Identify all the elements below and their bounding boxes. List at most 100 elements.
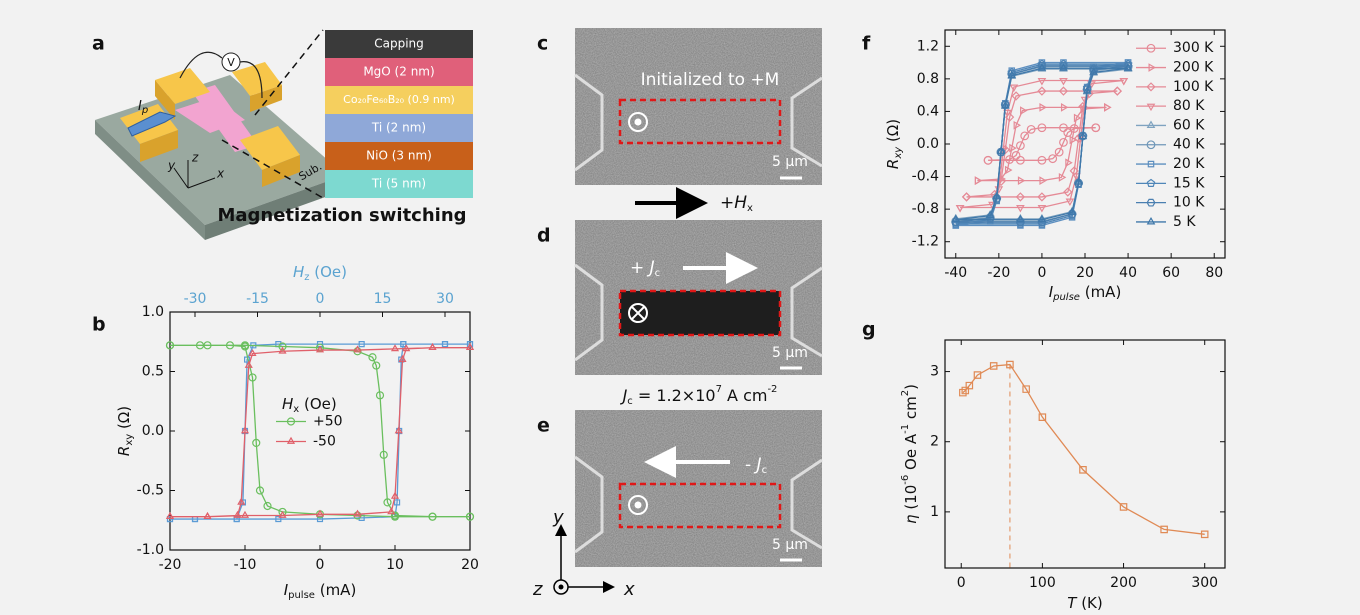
label-part: I	[284, 581, 289, 599]
micrograph-d: + Jc 5 μm	[574, 220, 823, 375]
data-point	[1069, 124, 1079, 133]
field-sign: +	[720, 193, 734, 213]
x-axis-label: T (K)	[1067, 594, 1102, 612]
data-point	[1059, 63, 1068, 71]
out-of-plane-up	[634, 501, 642, 509]
x-tick-label: 20	[1076, 265, 1094, 281]
current-sign: -	[745, 455, 757, 475]
data-point	[1037, 123, 1047, 133]
legend-marker	[1146, 103, 1156, 112]
panel-label: g	[862, 319, 876, 341]
x2-tick-label: 30	[436, 291, 454, 307]
legend-label: 20 K	[1173, 156, 1205, 172]
panel-label: e	[537, 415, 550, 437]
axis-label: y	[167, 159, 176, 173]
current-subscript: c	[762, 465, 768, 476]
data-point	[1104, 103, 1112, 112]
data-point	[996, 176, 1006, 187]
pad	[155, 68, 210, 104]
out-of-plane-up	[634, 118, 642, 126]
data-point	[1017, 176, 1026, 185]
x-axis-label: Ipulse (mA)	[1049, 283, 1122, 304]
data-point	[353, 347, 362, 356]
substrate-side	[95, 120, 205, 240]
micrograph-e: - Jc 5 μm	[574, 410, 823, 567]
data-point	[989, 362, 998, 370]
data-point	[1037, 59, 1047, 68]
axis-label: x	[216, 167, 225, 181]
micrograph-c: Initialized to +M 5 μm	[574, 28, 823, 185]
data-point	[248, 373, 257, 382]
series-line	[170, 343, 470, 520]
label-part: -6	[900, 475, 911, 485]
cd-subscript: c	[627, 396, 633, 407]
plot-frame	[944, 339, 1226, 569]
layer-label: MgO (2 nm)	[363, 65, 434, 79]
data-point	[375, 391, 385, 400]
data-point	[1059, 59, 1068, 68]
panel-label: f	[862, 33, 871, 55]
label-part: x	[293, 404, 299, 415]
data-point	[244, 356, 251, 363]
data-point	[165, 341, 175, 350]
data-point	[383, 498, 392, 507]
data-point	[1037, 214, 1047, 223]
label-part: I	[1049, 283, 1054, 301]
y-tick-label: -0.5	[137, 483, 164, 499]
y-tick-label: 0.0	[142, 423, 164, 439]
data-point	[379, 450, 388, 459]
data-point	[441, 341, 449, 348]
data-point	[275, 515, 282, 523]
layer-label: NiO (3 nm)	[366, 149, 432, 163]
label-part: (Ω)	[115, 406, 133, 434]
label-part: xy	[893, 146, 904, 160]
data-point	[961, 192, 972, 202]
data-point	[1020, 106, 1028, 115]
frame-axes: y z x	[532, 507, 635, 600]
data-point	[1063, 187, 1073, 197]
data-point	[1058, 86, 1069, 96]
data-point	[1054, 147, 1064, 157]
data-point	[1037, 205, 1047, 213]
data-point	[1037, 63, 1047, 71]
x2-tick-label: -30	[184, 291, 207, 307]
data-point	[1004, 165, 1013, 175]
label-part: (Oe)	[310, 263, 348, 281]
label-part: (Oe)	[299, 395, 337, 413]
series-line	[966, 90, 1118, 198]
data-point	[1058, 173, 1067, 182]
current-arrow	[127, 111, 177, 137]
x-tick-label: 80	[1205, 265, 1223, 281]
legend-label: 300 K	[1173, 40, 1214, 56]
data-point	[390, 491, 400, 499]
data-point	[1058, 61, 1068, 70]
label-part: Oe A	[902, 433, 920, 475]
data-point	[1020, 131, 1030, 141]
data-point	[1082, 86, 1092, 94]
legend-marker	[1146, 43, 1156, 53]
legend-marker	[1146, 120, 1156, 128]
label-part: (Ω)	[884, 119, 902, 147]
data-point	[951, 214, 961, 223]
x2-tick-label: 0	[316, 291, 325, 307]
data-point	[390, 344, 400, 352]
data-point	[278, 510, 287, 518]
data-point	[1037, 192, 1047, 202]
data-point	[203, 341, 212, 350]
y-tick-label: -0.4	[912, 169, 939, 185]
legend-label: 60 K	[1173, 117, 1205, 133]
y-tick-label: -0.8	[912, 201, 939, 217]
data-point	[1067, 207, 1077, 215]
layer-label: Ti (2 nm)	[371, 121, 426, 135]
data-point	[1072, 173, 1081, 181]
data-point	[1060, 103, 1069, 112]
data-point	[1059, 123, 1068, 133]
label-part: -1	[900, 424, 911, 434]
label-part: R	[884, 159, 902, 169]
x2-tick-label: -15	[246, 291, 269, 307]
wire	[239, 61, 263, 99]
label-part: T	[1067, 594, 1078, 612]
data-point	[1091, 123, 1101, 133]
x-axis-label: Ipulse (mA)	[284, 581, 357, 602]
legend-marker	[1146, 198, 1156, 207]
